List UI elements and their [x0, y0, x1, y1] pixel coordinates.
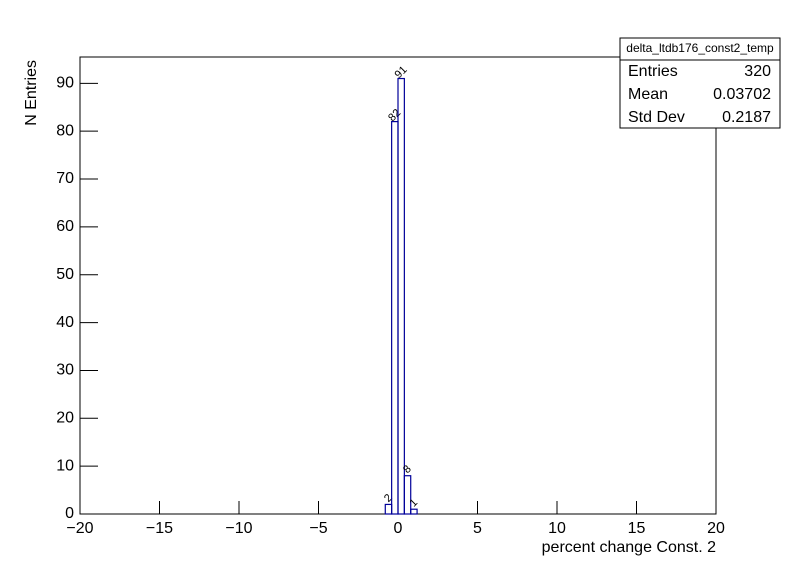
x-axis-label: percent change Const. 2 — [542, 539, 716, 556]
x-tick-label: −20 — [66, 520, 93, 537]
y-tick-label: 70 — [56, 170, 74, 187]
stats-label: Entries — [628, 63, 678, 80]
stats-value: 0.03702 — [713, 86, 771, 103]
x-tick-label: 20 — [707, 520, 725, 537]
x-tick-label: 5 — [473, 520, 482, 537]
y-tick-label: 10 — [56, 457, 74, 474]
x-tick-label: −15 — [146, 520, 173, 537]
bar — [397, 77, 405, 515]
x-tick-label: −10 — [225, 520, 252, 537]
x-tick-label: 15 — [628, 520, 646, 537]
y-axis-label: N Entries — [23, 60, 40, 126]
stats-value: 0.2187 — [722, 109, 771, 126]
bar — [403, 475, 412, 515]
x-tick-label: 0 — [394, 520, 403, 537]
y-tick-label: 40 — [56, 314, 74, 331]
stats-value: 320 — [744, 63, 771, 80]
stats-label: Mean — [628, 86, 668, 103]
y-tick-label: 0 — [65, 505, 74, 522]
stats-box: delta_ltdb176_const2_temp — [619, 37, 781, 129]
y-tick-label: 80 — [56, 122, 74, 139]
y-tick-label: 60 — [56, 218, 74, 235]
stats-title: delta_ltdb176_const2_temp — [626, 41, 774, 55]
y-tick-label: 90 — [56, 75, 74, 92]
y-tick-label: 20 — [56, 410, 74, 427]
stats-label: Std Dev — [628, 109, 685, 126]
x-tick-label: −5 — [309, 520, 327, 537]
stats-frame — [619, 37, 781, 129]
x-tick-label: 10 — [548, 520, 566, 537]
bar — [410, 508, 418, 515]
y-tick-label: 50 — [56, 266, 74, 283]
y-tick-label: 30 — [56, 362, 74, 379]
